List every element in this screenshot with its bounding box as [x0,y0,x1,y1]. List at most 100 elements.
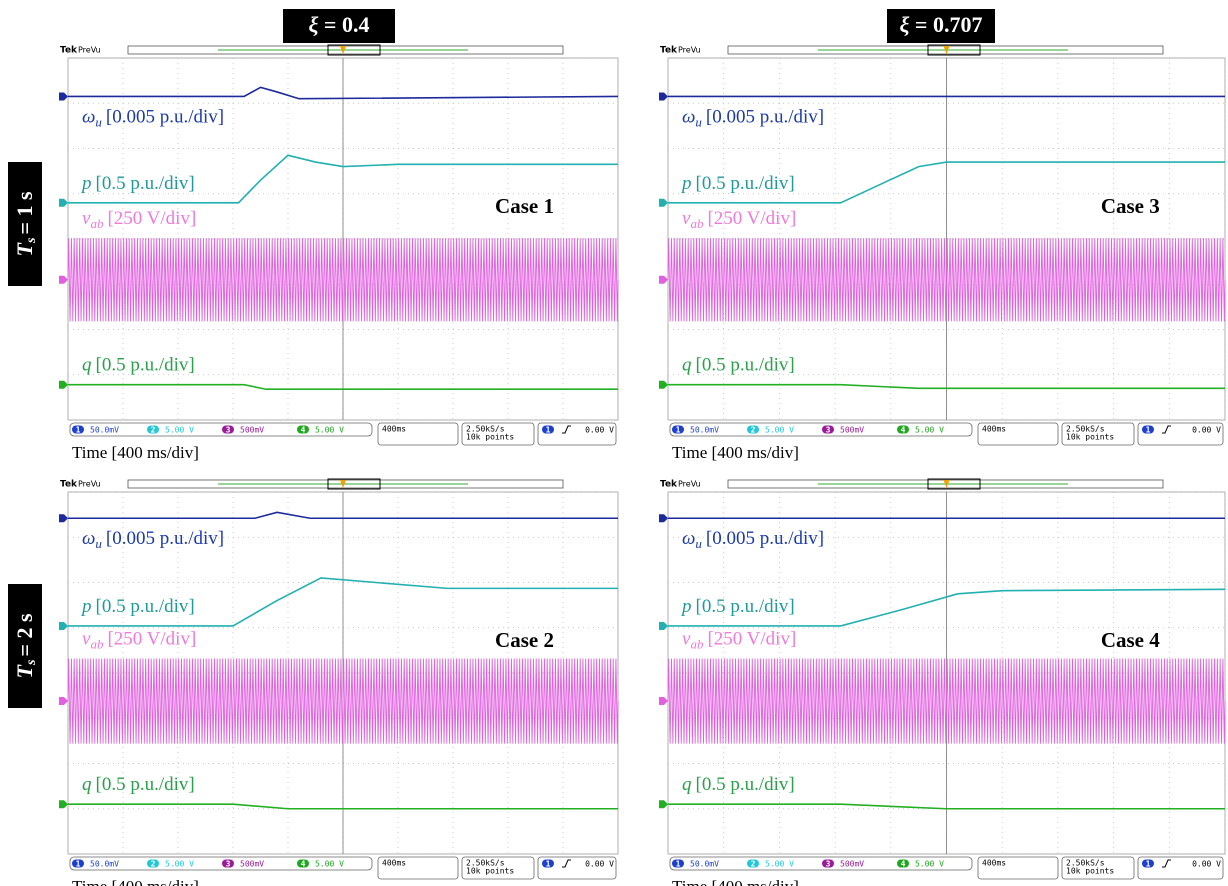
unit: [0.5 p.u./div] [696,173,795,194]
trace-label: p[0.5 p.u./div] [680,173,795,194]
record-length: 10k points [1066,867,1114,876]
trigger-level: 0.00 V [1192,860,1221,869]
unit: [0.005 p.u./div] [706,107,824,128]
case-label: Case 4 [1101,628,1160,652]
page: ξ = 0.4 ξ = 0.707 Ts= 1 s Ts= 2 s TekPre… [0,0,1228,886]
subscript: u [95,114,102,129]
channel-scale: 5.00 V [165,426,194,435]
brand: Tek [660,46,678,56]
channel-number: 4 [301,860,306,869]
channel-marker [59,697,68,705]
mode: PreVu [678,46,701,55]
x-axis-label: Time [400 ms/div] [672,877,799,886]
unit: [0.5 p.u./div] [696,775,795,796]
trace-label: q[0.5 p.u./div] [682,355,795,376]
channel-scale: 500mV [840,860,864,869]
text: = 2 s [12,613,37,657]
trigger-channel: 1 [1146,426,1151,435]
channel-number: 1 [676,426,681,435]
symbol: q [682,775,692,796]
unit: [0.5 p.u./div] [96,355,195,376]
trigger-level: 0.00 V [585,426,614,435]
trace-label: p[0.5 p.u./div] [80,596,195,617]
symbol: q [82,775,92,796]
channel-scale: 5.00 V [315,860,344,869]
timebase: 400ms [982,859,1006,868]
row-label: Ts= 2 s [12,613,39,678]
x-axis-label: Time [400 ms/div] [72,443,199,462]
channel-number: 3 [826,426,831,435]
channel-scale: 50.0mV [690,860,719,869]
channel-scale: 50.0mV [690,426,719,435]
channel-number: 1 [676,860,681,869]
channel-scale: 5.00 V [765,426,794,435]
unit: [0.5 p.u./div] [696,596,795,617]
subscript: u [695,114,702,129]
channel-marker [659,514,668,522]
symbol: p [80,596,92,617]
unit: [250 V/div] [107,208,196,229]
subscript: ab [90,637,104,652]
subscript: ab [90,216,104,231]
unit: [250 V/div] [107,629,196,650]
subscript: s [24,237,39,244]
channel-number: 4 [901,426,906,435]
text: = 0.4 [324,12,370,37]
x-axis-label: Time [400 ms/div] [672,443,799,462]
symbol: ω [682,107,695,128]
column-label: ξ = 0.707 [900,12,983,37]
channel-marker [659,199,668,207]
symbol: q [682,355,692,376]
trigger-slope [1162,426,1171,433]
trigger-slope [562,860,571,867]
symbol: q [82,355,92,376]
row-label: Ts= 1 s [12,191,39,256]
symbol: p [80,173,92,194]
mode: PreVu [78,46,101,55]
scope-panel: TekPreVuωu[0.005 p.u./div]p[0.5 p.u./div… [659,479,1225,886]
timebase: 400ms [982,425,1006,434]
trigger-slope [562,426,571,433]
unit: [0.5 p.u./div] [96,596,195,617]
channel-marker [659,622,668,630]
channel-scale: 5.00 V [165,860,194,869]
symbol: ω [82,107,95,128]
trigger-level: 0.00 V [585,860,614,869]
trigger-channel: 1 [546,426,551,435]
unit: [0.5 p.u./div] [96,775,195,796]
channel-marker [59,381,68,389]
channel-number: 2 [151,426,156,435]
trigger-channel: 1 [1146,860,1151,869]
record-length: 10k points [466,433,514,442]
mode: PreVu [78,480,101,489]
brand: Tek [60,480,78,490]
channel-number: 2 [751,426,756,435]
symbol: ω [682,529,695,550]
channel-marker [659,697,668,705]
channel-marker [59,514,68,522]
unit: [250 V/div] [707,629,796,650]
channel-scale: 50.0mV [90,860,119,869]
mode: PreVu [678,480,701,489]
case-label: Case 3 [1101,194,1160,218]
channel-number: 4 [901,860,906,869]
case-label: Case 1 [495,194,554,218]
trace-label: q[0.5 p.u./div] [82,775,195,796]
trigger-level: 0.00 V [1192,426,1221,435]
unit: [0.005 p.u./div] [106,107,224,128]
symbol: ξ [900,12,910,37]
record-length: 10k points [466,867,514,876]
trace-label: p[0.5 p.u./div] [80,173,195,194]
symbol: ξ [309,12,319,37]
channel-number: 4 [301,426,306,435]
channel-number: 3 [226,426,231,435]
channel-marker [59,199,68,207]
scope-panel: TekPreVuωu[0.005 p.u./div]p[0.5 p.u./div… [59,45,618,462]
channel-scale: 500mV [240,860,264,869]
unit: [0.5 p.u./div] [96,173,195,194]
trace-label: q[0.5 p.u./div] [82,355,195,376]
symbol: ω [82,529,95,550]
trace-label: p[0.5 p.u./div] [680,596,795,617]
